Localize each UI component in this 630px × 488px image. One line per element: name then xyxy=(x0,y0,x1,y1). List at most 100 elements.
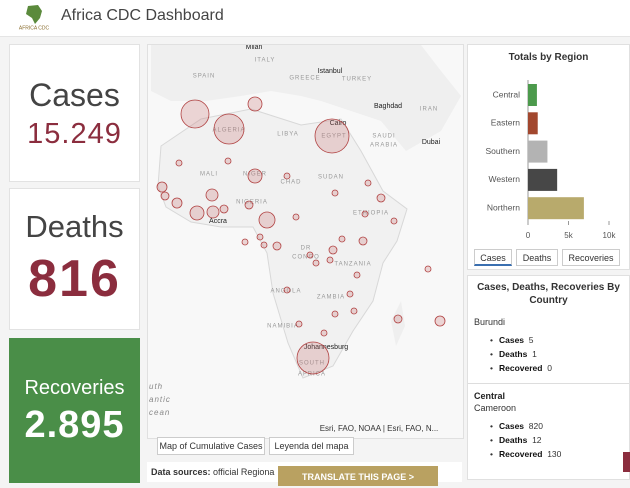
stat-label: Cases xyxy=(498,421,525,431)
stat: Deaths 12 xyxy=(490,435,623,449)
stat-label: Recovered xyxy=(498,449,543,459)
category-label: Northern xyxy=(487,202,520,212)
attribution: Esri, FAO, NOAA | Esri, FAO, N... xyxy=(320,424,439,433)
map-tab[interactable]: Leyenda del mapa xyxy=(269,437,354,455)
country: Cameroon xyxy=(474,403,517,413)
map-label: TANZANIA xyxy=(334,262,371,268)
category-label: Southern xyxy=(486,146,521,156)
case-circle xyxy=(247,96,263,112)
map-label: ITALY xyxy=(255,58,276,64)
country-panel: Cases, Deaths, Recoveries By Country Bur… xyxy=(467,275,630,480)
logo-text: AFRICA CDC xyxy=(19,25,50,31)
bar xyxy=(528,168,558,191)
map-label: ANGOLA xyxy=(270,289,301,295)
stat-value: 5 xyxy=(528,335,534,345)
stat-value: 0 xyxy=(547,363,552,373)
case-circle xyxy=(296,341,330,375)
chart-title: Totals by Region xyxy=(508,52,589,63)
case-circle xyxy=(283,286,291,294)
map-label: NIGERIA xyxy=(236,200,268,206)
card-label: Cases xyxy=(29,77,120,113)
case-circle xyxy=(247,168,263,184)
region-tab[interactable]: Cases xyxy=(474,249,512,266)
stat: Recovered 0 xyxy=(490,363,623,377)
card-value: 816 xyxy=(28,250,121,308)
plot: 0 5k 10k Central Eastern Southern Western North… xyxy=(486,80,616,240)
case-circle xyxy=(206,205,220,219)
case-circle xyxy=(364,179,372,187)
panel-title: Cases, Deaths, Recoveries By Country xyxy=(477,282,620,306)
case-circle xyxy=(156,181,168,193)
category-label: Eastern xyxy=(491,118,521,128)
case-circle xyxy=(260,241,268,249)
cases-card: Cases 15.249 xyxy=(9,44,140,182)
case-circle xyxy=(306,251,314,259)
stat-value: 12 xyxy=(532,435,542,445)
bar xyxy=(528,140,548,163)
case-circle xyxy=(424,265,432,273)
stat-label: Deaths xyxy=(498,435,528,445)
translate-button[interactable]: TRANSLATE THIS PAGE > xyxy=(278,466,438,486)
region-tab[interactable]: Recoveries xyxy=(562,249,620,266)
case-circle xyxy=(328,245,338,255)
case-circle xyxy=(314,118,350,154)
case-circle xyxy=(244,200,254,210)
header: AFRICA CDC Africa CDC Dashboard xyxy=(0,0,630,37)
case-circle xyxy=(338,235,346,243)
bar xyxy=(528,197,584,220)
sources-text: official Regiona xyxy=(213,467,275,477)
page-title: Africa CDC Dashboard xyxy=(61,7,224,24)
stats: Cases 5 Deaths 1 Recovered 0 xyxy=(490,335,623,377)
map-label: MALI xyxy=(200,172,218,178)
stat-label: Deaths xyxy=(498,349,528,359)
region-chart: 0 5k 10k Central Eastern Southern Western North… xyxy=(486,80,616,240)
case-circle xyxy=(331,310,339,318)
stat-label: Recovered xyxy=(498,363,543,373)
case-circle xyxy=(326,256,334,264)
logo-shape xyxy=(26,5,42,24)
stat: Cases 5 xyxy=(490,335,623,349)
map-label: CONGO xyxy=(292,255,320,261)
region-tab[interactable]: Deaths xyxy=(516,249,558,266)
map-label: Baghdad xyxy=(374,103,402,110)
case-circle xyxy=(350,307,358,315)
x-tick-label: 0 xyxy=(526,231,531,240)
stat: Cases 820 xyxy=(490,421,623,435)
case-circle xyxy=(434,315,446,327)
region-panel: Totals by Region xyxy=(467,44,630,270)
map-label: TURKEY xyxy=(342,77,372,83)
stat-value: 1 xyxy=(532,349,537,359)
land xyxy=(157,108,408,379)
map-label: GREECE xyxy=(289,76,320,82)
case-circle xyxy=(189,205,205,221)
land xyxy=(391,301,405,346)
case-circle xyxy=(361,210,369,218)
card-value: 15.249 xyxy=(27,118,122,150)
map-label: DR xyxy=(301,246,312,252)
case-circle xyxy=(219,204,229,214)
case-circle xyxy=(295,320,303,328)
map-label: SUDAN xyxy=(318,175,344,181)
case-circle xyxy=(175,159,183,167)
map-label: Accra xyxy=(209,218,227,225)
map-label: CHAD xyxy=(280,180,301,186)
case-circle xyxy=(180,99,210,129)
map-label: antic xyxy=(149,395,171,404)
category-label: Central xyxy=(493,89,521,99)
logo: AFRICA CDC xyxy=(19,5,50,31)
map-tab[interactable]: Map of Cumulative Cases xyxy=(157,437,265,455)
case-circle xyxy=(312,259,320,267)
case-circle xyxy=(283,172,291,180)
stat-value: 820 xyxy=(528,421,543,431)
map-label: Milan xyxy=(246,44,263,51)
case-circle xyxy=(258,211,276,229)
card-value: 2.895 xyxy=(24,404,125,446)
case-circle xyxy=(292,213,300,221)
case-circle xyxy=(272,241,282,251)
case-circle xyxy=(376,193,386,203)
case-circle xyxy=(224,157,232,165)
case-circle xyxy=(393,314,403,324)
case-circle xyxy=(353,271,361,279)
